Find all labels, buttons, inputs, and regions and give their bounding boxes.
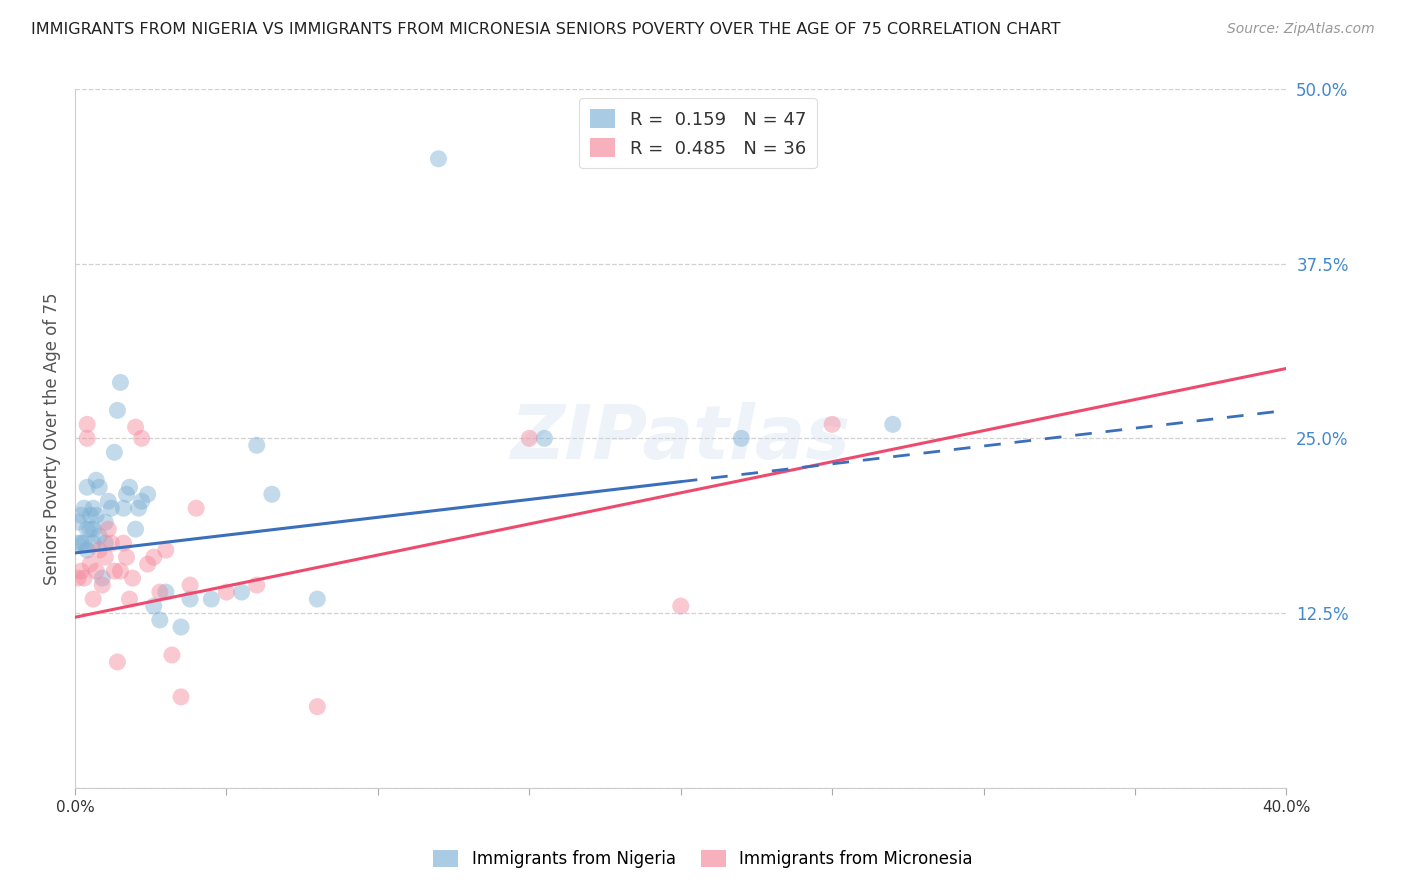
Point — [730, 431, 752, 445]
Point — [103, 445, 125, 459]
Point — [246, 578, 269, 592]
Point — [76, 522, 98, 536]
Point — [128, 501, 150, 516]
Point — [246, 438, 269, 452]
Point — [97, 494, 120, 508]
Point — [70, 508, 93, 523]
Point — [231, 585, 253, 599]
Point — [100, 501, 122, 516]
Point — [155, 543, 177, 558]
Point — [73, 501, 96, 516]
Point — [70, 564, 93, 578]
Point — [107, 655, 129, 669]
Point — [136, 487, 159, 501]
Point — [186, 501, 208, 516]
Point — [149, 613, 172, 627]
Point — [131, 431, 153, 445]
Point — [215, 585, 238, 599]
Point — [179, 592, 201, 607]
Point — [112, 536, 135, 550]
Text: Source: ZipAtlas.com: Source: ZipAtlas.com — [1227, 22, 1375, 37]
Point — [82, 592, 104, 607]
Point — [79, 557, 101, 571]
Point — [149, 585, 172, 599]
Point — [115, 487, 138, 501]
Point — [533, 431, 555, 445]
Point — [70, 536, 93, 550]
Point — [112, 501, 135, 516]
Point — [115, 550, 138, 565]
Point — [136, 557, 159, 571]
Point — [170, 690, 193, 704]
Legend: R =  0.159   N = 47, R =  0.485   N = 36: R = 0.159 N = 47, R = 0.485 N = 36 — [579, 98, 817, 169]
Point — [100, 536, 122, 550]
Point — [91, 578, 114, 592]
Point — [179, 578, 201, 592]
Point — [121, 571, 143, 585]
Point — [76, 480, 98, 494]
Point — [669, 599, 692, 613]
Point — [84, 508, 107, 523]
Point — [118, 480, 141, 494]
Point — [76, 417, 98, 432]
Point — [89, 529, 111, 543]
Point — [124, 420, 146, 434]
Point — [73, 571, 96, 585]
Point — [97, 522, 120, 536]
Point — [821, 417, 844, 432]
Point — [82, 536, 104, 550]
Point — [82, 501, 104, 516]
Point — [160, 648, 183, 662]
Point — [103, 564, 125, 578]
Point — [94, 536, 117, 550]
Point — [110, 564, 132, 578]
Point — [73, 536, 96, 550]
Point — [170, 620, 193, 634]
Point — [89, 543, 111, 558]
Point — [79, 508, 101, 523]
Point — [76, 431, 98, 445]
Point — [67, 536, 90, 550]
Legend: Immigrants from Nigeria, Immigrants from Micronesia: Immigrants from Nigeria, Immigrants from… — [427, 843, 979, 875]
Point — [155, 585, 177, 599]
Point — [82, 522, 104, 536]
Point — [307, 699, 329, 714]
Point — [94, 550, 117, 565]
Point — [200, 592, 222, 607]
Point — [84, 564, 107, 578]
Point — [67, 571, 90, 585]
Point — [142, 550, 165, 565]
Point — [67, 515, 90, 529]
Point — [79, 522, 101, 536]
Point — [89, 480, 111, 494]
Point — [84, 473, 107, 487]
Point — [124, 522, 146, 536]
Text: ZIPatlas: ZIPatlas — [510, 401, 851, 475]
Point — [107, 403, 129, 417]
Point — [94, 515, 117, 529]
Point — [517, 431, 540, 445]
Point — [260, 487, 283, 501]
Point — [307, 592, 329, 607]
Point — [131, 494, 153, 508]
Point — [76, 543, 98, 558]
Point — [110, 376, 132, 390]
Point — [882, 417, 904, 432]
Point — [142, 599, 165, 613]
Y-axis label: Seniors Poverty Over the Age of 75: Seniors Poverty Over the Age of 75 — [44, 292, 60, 584]
Point — [91, 571, 114, 585]
Point — [427, 152, 450, 166]
Text: IMMIGRANTS FROM NIGERIA VS IMMIGRANTS FROM MICRONESIA SENIORS POVERTY OVER THE A: IMMIGRANTS FROM NIGERIA VS IMMIGRANTS FR… — [31, 22, 1060, 37]
Point — [118, 592, 141, 607]
